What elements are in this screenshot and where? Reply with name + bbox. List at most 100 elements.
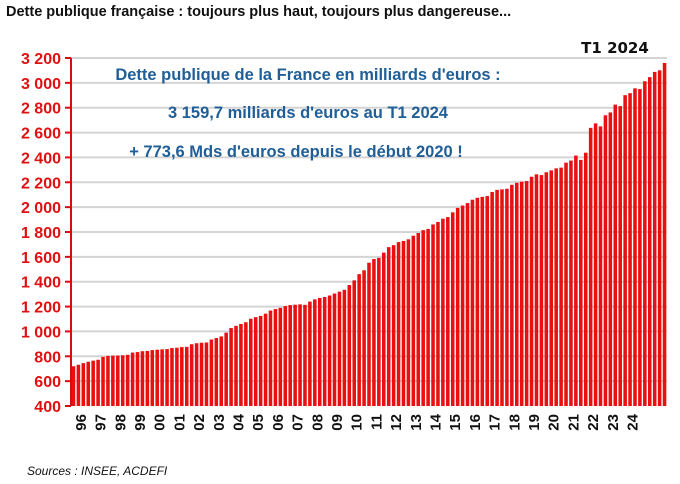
- x-tick-label: 21: [565, 414, 582, 431]
- bar: [357, 274, 361, 406]
- bar: [623, 95, 627, 406]
- bar: [199, 342, 204, 406]
- x-tick-label: 05: [250, 414, 267, 431]
- bar: [229, 328, 233, 406]
- bar: [382, 252, 386, 406]
- bar: [96, 359, 100, 406]
- x-tick-label: 00: [152, 414, 169, 431]
- y-tick-label: 2 800: [21, 101, 61, 118]
- bar: [386, 247, 391, 406]
- bar: [564, 162, 568, 406]
- x-tick-label: 17: [487, 414, 504, 431]
- bar: [450, 212, 455, 406]
- bar: [337, 291, 342, 406]
- bar: [500, 189, 504, 406]
- bar: [549, 170, 554, 406]
- x-tick-label: 12: [388, 414, 405, 431]
- bar: [652, 71, 657, 407]
- bar: [495, 189, 499, 406]
- bar: [662, 63, 667, 406]
- bar: [436, 221, 440, 406]
- x-tick-label: 14: [427, 413, 444, 430]
- bar: [475, 197, 480, 406]
- bar: [130, 352, 135, 406]
- bar: [253, 317, 258, 406]
- bar: [510, 184, 514, 406]
- x-tick-label: 13: [408, 414, 425, 431]
- bar: [524, 181, 529, 406]
- y-tick-label: 2 000: [21, 200, 61, 217]
- bar: [588, 127, 593, 406]
- bar: [579, 159, 583, 406]
- bars: [71, 63, 667, 407]
- x-axis: 96 97 98 99 00 01 02 03 04 05 06 07 08 09 10 11 12 13 14 15…: [73, 413, 642, 430]
- y-tick-label: 800: [34, 349, 61, 366]
- bar: [426, 228, 430, 406]
- bar: [308, 301, 312, 406]
- bar: [569, 160, 573, 406]
- bar: [470, 199, 475, 406]
- bar: [268, 310, 273, 406]
- bar: [411, 235, 416, 406]
- bar: [224, 332, 228, 406]
- bar: [342, 289, 347, 406]
- x-tick-label: 02: [191, 414, 208, 431]
- bar: [490, 191, 494, 406]
- bar: [391, 245, 396, 406]
- x-tick-label: 09: [329, 414, 346, 431]
- x-tick-label: 98: [112, 414, 129, 431]
- bar: [91, 360, 95, 406]
- x-tick-label: 22: [585, 414, 602, 431]
- bar: [120, 355, 125, 406]
- bar: [367, 262, 371, 406]
- bar: [352, 280, 356, 406]
- bar: [628, 93, 632, 407]
- bar: [125, 354, 130, 406]
- bar: [101, 356, 105, 406]
- bar: [293, 304, 297, 406]
- bar: [184, 346, 189, 406]
- bar: [175, 347, 179, 406]
- y-tick-label: 2 600: [21, 126, 61, 143]
- bar: [303, 304, 307, 406]
- y-tick-label: 1 800: [21, 225, 61, 242]
- x-tick-label: 06: [270, 414, 287, 431]
- bar: [519, 181, 524, 406]
- bar: [239, 323, 243, 406]
- bar: [441, 218, 445, 406]
- x-tick-label: 20: [546, 414, 563, 431]
- bar: [401, 240, 406, 406]
- bar: [278, 307, 283, 406]
- bar: [613, 104, 618, 406]
- bar: [534, 174, 539, 406]
- bar: [347, 285, 352, 406]
- y-tick-label: 1 200: [21, 300, 61, 317]
- x-tick-label: 96: [73, 414, 90, 431]
- annotation-increase: + 773,6 Mds d'euros depuis le début 2020…: [129, 143, 463, 161]
- bar: [111, 355, 115, 406]
- bar: [406, 239, 411, 406]
- bar: [106, 355, 110, 406]
- bar: [377, 257, 381, 406]
- y-tick-label: 400: [34, 399, 61, 416]
- x-tick-label: 01: [171, 414, 188, 431]
- x-tick-label: 23: [605, 414, 622, 431]
- bar: [244, 322, 248, 406]
- bar: [539, 175, 544, 406]
- x-tick-label: 08: [309, 414, 326, 431]
- last-quarter-label: T1 2024: [581, 39, 649, 57]
- bar: [421, 230, 425, 406]
- bar: [603, 115, 608, 406]
- bar: [298, 304, 302, 406]
- x-tick-label: 18: [506, 414, 523, 431]
- x-tick-label: 04: [230, 413, 247, 430]
- bar: [170, 348, 174, 406]
- bar: [460, 205, 465, 406]
- bar: [485, 196, 489, 406]
- bar: [140, 351, 145, 406]
- bar: [263, 313, 268, 406]
- bar: [155, 349, 159, 406]
- bar: [446, 217, 450, 406]
- x-tick-label: 07: [290, 414, 307, 431]
